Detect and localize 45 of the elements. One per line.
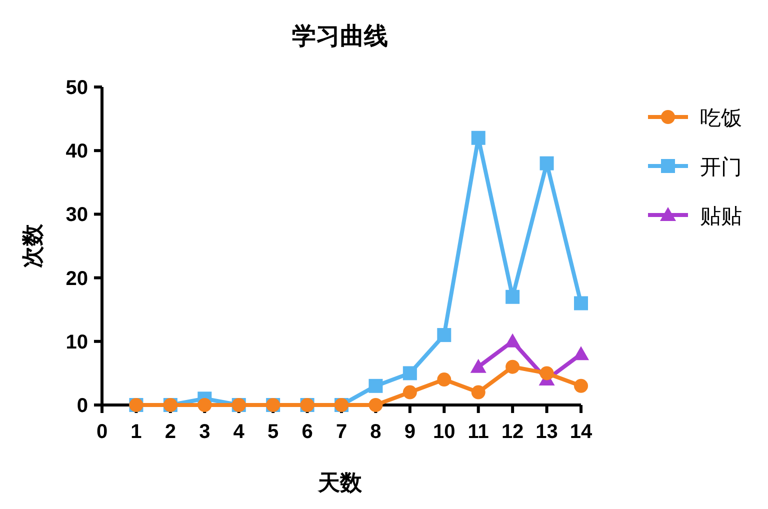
point xyxy=(471,130,486,145)
x-axis-title: 天数 xyxy=(317,470,363,495)
y-tick-label: 20 xyxy=(66,268,88,290)
y-tick-label: 10 xyxy=(66,331,88,354)
x-tick-label: 11 xyxy=(468,421,489,443)
x-tick-label: 9 xyxy=(404,421,416,443)
legend-label: 吃饭 xyxy=(700,107,742,130)
x-tick-label: 4 xyxy=(233,421,246,443)
point xyxy=(471,385,486,400)
point xyxy=(574,296,588,310)
point xyxy=(368,378,383,393)
point xyxy=(470,358,486,373)
x-tick-label: 1 xyxy=(130,421,142,443)
x-tick-label: 6 xyxy=(302,421,313,443)
point xyxy=(506,290,520,304)
legend-label: 开门 xyxy=(700,156,742,179)
x-tick-label: 12 xyxy=(501,421,524,443)
x-tick-label: 0 xyxy=(96,421,108,443)
chart-title: 学习曲线 xyxy=(292,23,388,50)
x-tick-label: 7 xyxy=(336,421,348,443)
x-tick-label: 5 xyxy=(268,421,279,443)
x-tick-label: 14 xyxy=(570,421,593,443)
x-tick-label: 3 xyxy=(199,421,210,443)
y-tick-label: 40 xyxy=(66,140,88,163)
legend-label: 贴贴 xyxy=(700,205,742,228)
x-tick-label: 10 xyxy=(433,421,456,443)
y-tick-label: 50 xyxy=(66,77,88,99)
point xyxy=(198,398,212,412)
x-tick-label: 2 xyxy=(164,421,176,443)
x-tick-label: 13 xyxy=(536,421,558,443)
x-tick-label: 8 xyxy=(370,421,382,443)
point xyxy=(402,385,417,400)
point xyxy=(402,366,417,380)
point xyxy=(540,366,554,380)
point xyxy=(573,346,589,360)
y-tick-label: 0 xyxy=(76,395,88,417)
point xyxy=(574,378,588,393)
point xyxy=(437,372,452,387)
point xyxy=(437,328,452,342)
point xyxy=(540,156,554,170)
point xyxy=(504,333,521,348)
y-tick-label: 30 xyxy=(66,204,88,226)
point xyxy=(506,360,520,374)
y-axis-title: 次数 xyxy=(20,223,45,268)
point xyxy=(368,398,383,412)
